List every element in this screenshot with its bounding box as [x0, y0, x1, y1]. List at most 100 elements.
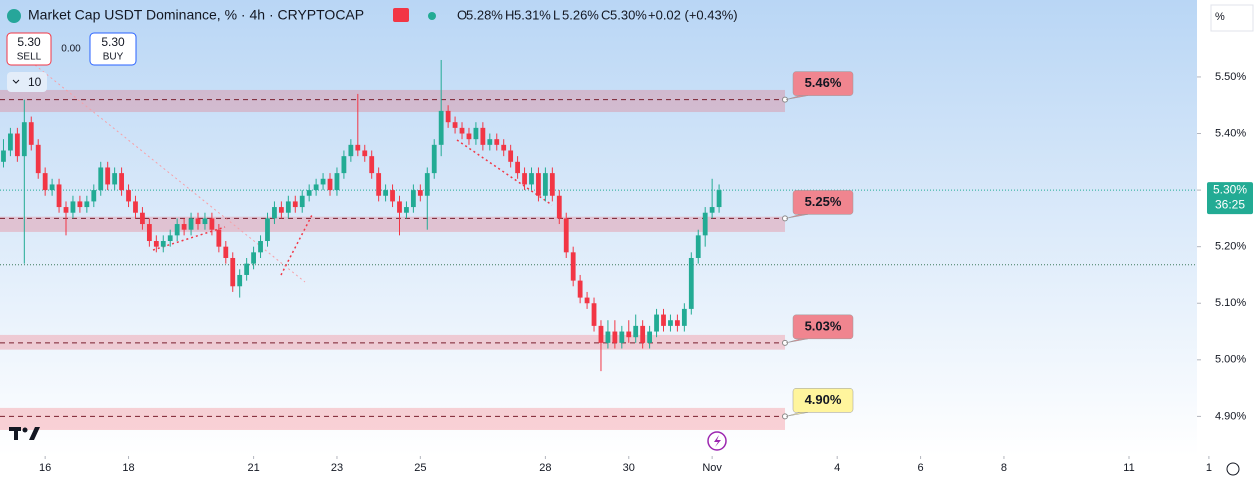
ohlc-value: 5.26% [562, 7, 599, 22]
candle-body [126, 190, 131, 202]
candle-body [362, 150, 368, 157]
zone-band [0, 407, 785, 430]
candle-body [8, 133, 13, 151]
candle-body [119, 173, 124, 191]
candle-body [174, 224, 180, 236]
x-tick-label: 18 [122, 462, 134, 474]
candle-body [56, 184, 62, 208]
candle-body [42, 173, 48, 191]
candle-body [77, 201, 83, 208]
y-tick-label: 5.10% [1215, 297, 1246, 309]
y-tick-label: 5.50% [1215, 71, 1246, 83]
candle-body [202, 218, 208, 225]
sell-button[interactable] [6, 32, 52, 66]
candle-body [702, 212, 708, 236]
ohlc-key: H [505, 7, 514, 22]
candle-body [299, 195, 305, 208]
candle-body [612, 331, 618, 343]
candle-body [14, 133, 20, 157]
candle-body [230, 257, 236, 287]
candle-body [410, 190, 416, 208]
x-tick-label: 8 [1001, 462, 1007, 474]
candle-body [640, 325, 646, 343]
candle-body [515, 161, 521, 174]
sell-price: 5.30 [17, 35, 41, 49]
logo-part [29, 427, 40, 440]
symbol-title: Market Cap USDT Dominance, % · 4h · CRYP… [28, 7, 364, 23]
candle-body [258, 241, 263, 253]
buy-label: BUY [103, 52, 124, 63]
plot-background [0, 0, 1197, 456]
candle-body [91, 190, 97, 202]
zone-anchor [782, 215, 788, 222]
x-tick-label: 16 [39, 462, 51, 474]
candle-body [348, 144, 354, 157]
candle-body [452, 122, 458, 128]
x-tick-label: 23 [331, 462, 343, 474]
candle-body [577, 280, 583, 298]
candle-body [542, 173, 548, 196]
candle-body [49, 184, 55, 191]
zone-label: 5.25% [805, 194, 842, 209]
candle-body [251, 252, 256, 264]
candle-body [327, 178, 333, 191]
candle-body [84, 201, 90, 208]
candle-body [160, 241, 166, 247]
trend-line [280, 214, 313, 276]
buy-button[interactable] [89, 32, 137, 66]
candle-body [70, 201, 76, 213]
ohlc-key: O [457, 7, 467, 22]
x-tick-label: 1 [1206, 462, 1212, 474]
candle-body [195, 218, 201, 225]
candle-body [376, 173, 382, 196]
lightning [714, 435, 721, 447]
candle-body [216, 229, 222, 247]
x-tick-label: 4 [834, 462, 840, 474]
candle-body [654, 314, 659, 332]
candle-body [501, 144, 507, 151]
candle-body [153, 241, 159, 247]
candle-body [522, 173, 527, 185]
candle-body [209, 218, 215, 230]
zone-label: 4.90% [805, 392, 842, 407]
unit-button[interactable] [1210, 4, 1254, 32]
candle-body [21, 122, 27, 157]
candle-body [188, 218, 194, 230]
symbol-icon [7, 9, 21, 23]
header: Market Cap USDT Dominance, % · 4h · CRYP… [7, 7, 738, 23]
settings-button[interactable] [1226, 462, 1240, 476]
candle-body [431, 144, 437, 174]
zone-band [0, 89, 785, 113]
candle-body [570, 252, 576, 281]
candle-body [334, 173, 340, 191]
candle-body [181, 224, 187, 230]
candle-body [272, 207, 277, 219]
candle-body [369, 156, 375, 174]
flag-icon[interactable] [393, 8, 409, 22]
zone-band [0, 216, 785, 232]
candle-body [709, 207, 715, 213]
y-tick-label: 5.40% [1215, 127, 1246, 139]
time-axis-background [0, 456, 1257, 485]
candle-body [244, 263, 250, 275]
axis-unit: % [1215, 11, 1225, 23]
countdown: 36:25 [1215, 197, 1245, 211]
candle-body [605, 331, 611, 343]
candle-body [404, 207, 409, 213]
candle-body [417, 190, 423, 196]
candle-body [473, 127, 479, 140]
candle-body [598, 325, 604, 343]
x-tick-label: 25 [414, 462, 426, 474]
y-tick-label: 4.90% [1215, 410, 1246, 422]
candle-body [438, 110, 444, 145]
indicator-toggle[interactable] [7, 72, 47, 92]
candle-body [133, 201, 138, 213]
candle-body [494, 139, 500, 145]
candle-body [140, 212, 145, 225]
zone-anchor [782, 96, 788, 103]
candle-body [529, 173, 534, 185]
zone-anchor [782, 413, 788, 420]
candle-body [397, 201, 402, 213]
